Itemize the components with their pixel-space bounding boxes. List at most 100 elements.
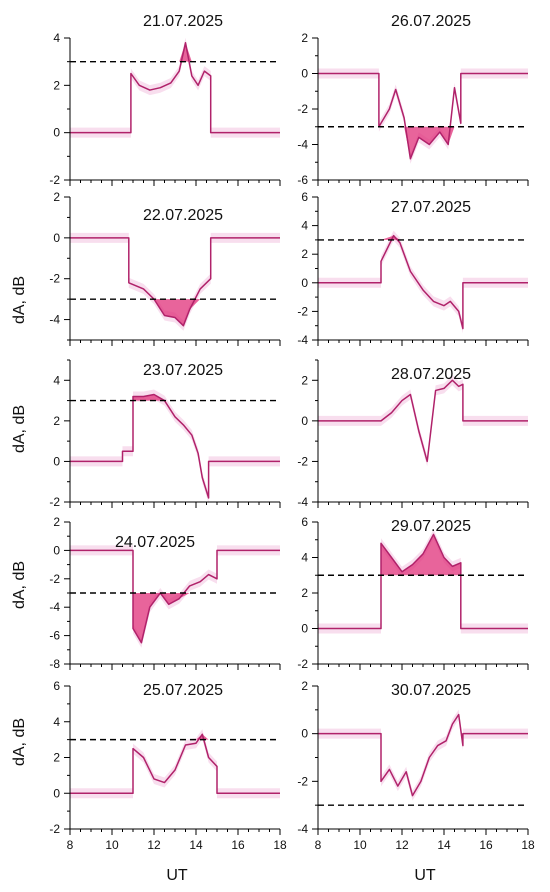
y-tick-label: -2: [297, 774, 308, 788]
panel-date-title: 21.07.2025: [143, 13, 223, 30]
y-tick-label: -4: [297, 138, 308, 152]
panel-date-title: 26.07.2025: [391, 13, 471, 30]
x-tick-label: 18: [521, 838, 535, 852]
noise-envelope: [70, 37, 280, 138]
x-tick-label: 16: [231, 838, 245, 852]
exceedance-fill: [70, 734, 280, 740]
chart-panel: -4 -2 0 2 8 10 12 14 16 18 30.07.2025: [297, 679, 535, 852]
x-tick-label: 12: [395, 838, 409, 852]
noise-envelope: [318, 68, 528, 164]
y-tick-label: 2: [53, 414, 60, 428]
y-tick-label: 4: [53, 373, 60, 387]
series-line: [318, 379, 528, 463]
chart-panel: -8 -6 -4 -2 0 2 24.07.2025: [49, 515, 281, 671]
left-column-y-axis-label: dA, dB: [11, 405, 28, 453]
y-tick-label: -6: [49, 629, 60, 643]
exceedance-fill: [70, 299, 280, 326]
y-tick-label: -2: [297, 102, 308, 116]
y-tick-label: 2: [301, 247, 308, 261]
y-tick-label: -4: [297, 822, 308, 836]
y-tick-label: 0: [301, 414, 308, 428]
chart-panel: -2 0 2 4 6 8 10 12 14 16 18 25.07.2025: [49, 679, 287, 852]
y-tick-label: 0: [301, 622, 308, 636]
y-tick-label: -4: [49, 313, 60, 327]
panel-date-title: 22.07.2025: [143, 207, 223, 224]
panel-date-title: 23.07.2025: [143, 362, 223, 379]
x-tick-label: 10: [353, 838, 367, 852]
y-tick-label: 2: [53, 190, 60, 204]
panel-date-title: 30.07.2025: [391, 682, 471, 699]
y-tick-label: 2: [301, 373, 308, 387]
series-line: [70, 237, 280, 327]
right-column-x-axis-label: UT: [414, 867, 436, 884]
panel-date-title: 29.07.2025: [391, 518, 471, 535]
y-tick-label: 6: [301, 515, 308, 529]
y-tick-label: -6: [297, 173, 308, 187]
y-tick-label: -2: [49, 572, 60, 586]
y-tick-label: -2: [297, 304, 308, 318]
y-tick-label: -8: [49, 657, 60, 671]
noise-envelope: [318, 709, 528, 801]
panel-date-title: 27.07.2025: [391, 199, 471, 216]
y-tick-label: -2: [49, 272, 60, 286]
chart-panel: -4 -2 0 2 28.07.2025: [297, 359, 529, 509]
y-tick-label: -2: [49, 173, 60, 187]
panel-date-title: 28.07.2025: [391, 366, 471, 383]
y-tick-label: 4: [53, 31, 60, 45]
series-line: [70, 393, 280, 499]
left-column-y-axis-label: dA, dB: [11, 718, 28, 766]
y-tick-label: -4: [297, 333, 308, 347]
left-column-y-axis-label: dA, dB: [11, 276, 28, 324]
chart-panel: -4 -2 0 2 22.07.2025: [49, 190, 281, 346]
panel-date-title: 25.07.2025: [143, 682, 223, 699]
series-line: [318, 72, 528, 160]
series-line: [318, 533, 528, 630]
series-line: [70, 733, 280, 794]
noise-envelope: [70, 389, 280, 503]
series-line: [318, 713, 528, 797]
series-line: [318, 234, 528, 330]
left-column-x-axis-label: UT: [166, 867, 188, 884]
x-tick-label: 14: [437, 838, 451, 852]
y-tick-label: 0: [53, 231, 60, 245]
exceedance-fill: [70, 394, 280, 401]
series-line: [70, 549, 280, 644]
y-tick-label: 0: [53, 454, 60, 468]
x-tick-label: 14: [189, 838, 203, 852]
y-tick-label: 0: [301, 67, 308, 81]
y-tick-label: 6: [301, 190, 308, 204]
y-tick-label: 2: [53, 78, 60, 92]
chart-panels: -202421.07.2025-6-4-20226.07.2025-4-2022…: [49, 13, 535, 852]
y-tick-label: 2: [301, 586, 308, 600]
y-tick-label: -2: [49, 495, 60, 509]
chart-panel: -2 0 2 4 21.07.2025: [49, 13, 281, 187]
x-tick-label: 8: [67, 838, 74, 852]
y-tick-label: 0: [301, 276, 308, 290]
noise-envelope: [318, 529, 528, 634]
y-tick-label: -2: [49, 822, 60, 836]
y-tick-label: 2: [53, 751, 60, 765]
y-tick-label: -4: [49, 600, 60, 614]
x-tick-label: 12: [147, 838, 161, 852]
y-tick-label: 2: [301, 679, 308, 693]
series-line: [70, 41, 280, 134]
x-tick-label: 18: [273, 838, 287, 852]
exceedance-fill: [70, 42, 280, 62]
exceedance-fill: [318, 126, 528, 159]
chart-panel: -4 -2 0 2 4 6 27.07.2025: [297, 190, 529, 347]
y-tick-label: 0: [53, 543, 60, 557]
y-tick-label: 0: [53, 126, 60, 140]
x-tick-label: 8: [315, 838, 322, 852]
y-tick-label: 4: [53, 715, 60, 729]
y-tick-label: -2: [297, 657, 308, 671]
y-tick-label: 2: [301, 31, 308, 45]
y-tick-label: 0: [53, 786, 60, 800]
panel-date-title: 24.07.2025: [115, 534, 195, 551]
y-tick-label: 4: [301, 219, 308, 233]
chart-panel: -6 -4 -2 0 2 26.07.2025: [297, 13, 529, 187]
y-tick-label: -2: [297, 454, 308, 468]
y-tick-label: 2: [53, 515, 60, 529]
noise-envelope: [70, 232, 280, 331]
y-tick-label: 0: [301, 727, 308, 741]
